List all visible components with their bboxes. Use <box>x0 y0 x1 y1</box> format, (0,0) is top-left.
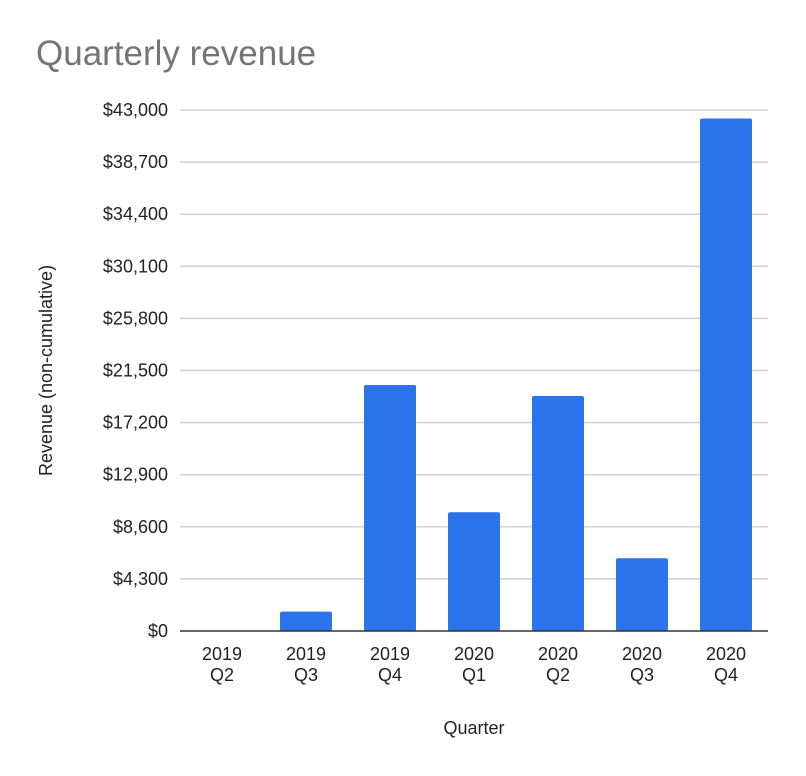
y-tick-label: $17,200 <box>103 413 168 433</box>
y-tick-labels: $0 $4,300 $8,600 $12,900 $17,200 $21,500 $25,8… <box>103 100 168 641</box>
y-tick-label: $4,300 <box>113 569 168 589</box>
x-tick-label: 2019 Q3 <box>286 644 326 685</box>
x-tick-label: 2019 Q4 <box>370 644 410 685</box>
bar <box>280 611 332 631</box>
x-tick-label: 2020 Q2 <box>538 644 578 685</box>
chart-title: Quarterly revenue <box>36 34 317 73</box>
y-tick-label: $21,500 <box>103 361 168 381</box>
x-tick-label: 2020 Q4 <box>706 644 746 685</box>
bar <box>700 118 752 632</box>
bar <box>532 395 584 631</box>
y-axis-label: Revenue (non-cumulative) <box>36 265 56 476</box>
bar <box>448 512 500 631</box>
bar <box>616 558 668 631</box>
bars <box>280 118 752 632</box>
x-tick-label: 2019 Q2 <box>202 644 242 685</box>
bar <box>364 385 416 631</box>
y-tick-label: $30,100 <box>103 256 168 276</box>
x-tick-labels: 2019 Q2 2019 Q3 2019 Q4 2020 Q1 2020 Q2 2020 Q3 2020… <box>202 644 746 685</box>
y-tick-label: $34,400 <box>103 204 168 224</box>
x-tick-label: 2020 Q3 <box>622 644 662 685</box>
y-tick-label: $43,000 <box>103 100 168 120</box>
x-axis-label: Quarter <box>443 718 504 738</box>
y-tick-label: $0 <box>148 621 168 641</box>
y-tick-label: $38,700 <box>103 152 168 172</box>
y-tick-label: $25,800 <box>103 308 168 328</box>
y-tick-label: $8,600 <box>113 517 168 537</box>
gridlines <box>180 109 768 580</box>
x-tick-label: 2020 Q1 <box>454 644 494 685</box>
y-tick-label: $12,900 <box>103 465 168 485</box>
